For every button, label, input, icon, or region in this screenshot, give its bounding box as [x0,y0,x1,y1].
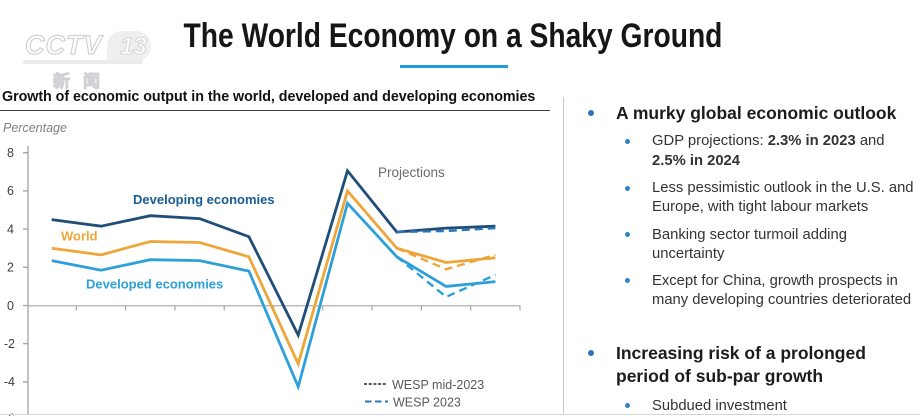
svg-text:World: World [61,229,98,244]
svg-text:2: 2 [7,261,14,275]
svg-text:8: 8 [7,146,14,160]
svg-text:WESP 2023: WESP 2023 [393,396,461,410]
svg-text:Projections: Projections [378,165,445,180]
svg-text:-6: -6 [4,412,15,416]
svg-text:-4: -4 [4,375,15,389]
svg-text:WESP mid-2023: WESP mid-2023 [392,378,484,392]
svg-text:Developing economies: Developing economies [133,192,275,207]
svg-text:Developed economies: Developed economies [86,277,223,292]
svg-text:6: 6 [7,184,14,198]
svg-text:4: 4 [7,222,14,236]
svg-text:0: 0 [7,299,14,313]
svg-text:-2: -2 [4,337,15,351]
